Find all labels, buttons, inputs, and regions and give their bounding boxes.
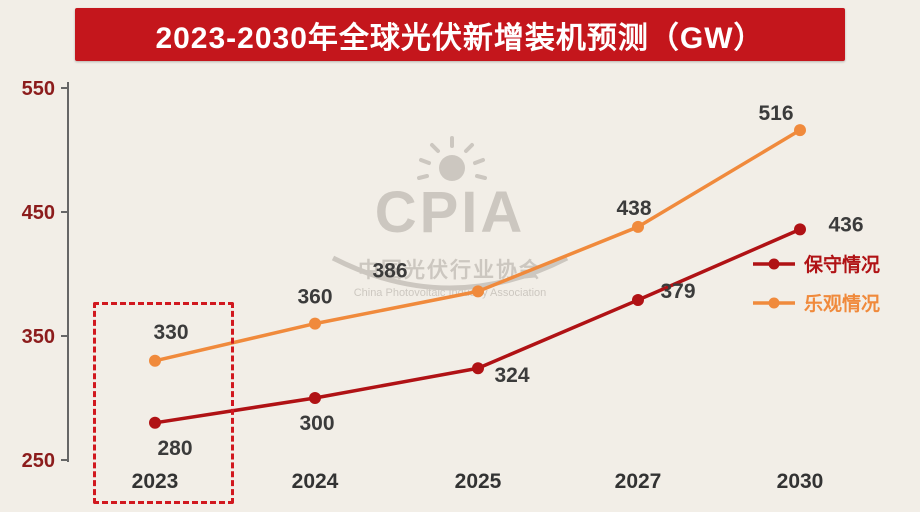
data-label-conservative-2025: 324 xyxy=(494,364,529,387)
data-label-conservative-2023: 280 xyxy=(157,437,192,460)
data-label-conservative-2024: 300 xyxy=(299,412,334,435)
series-line-conservative xyxy=(154,227,801,425)
x-axis-label-2023: 2023 xyxy=(132,470,179,493)
chart-legend: 保守情况 乐观情况 xyxy=(752,250,880,316)
data-point-conservative-2024 xyxy=(309,392,321,404)
legend-label-optimistic: 乐观情况 xyxy=(804,294,881,315)
x-axis-label-2027: 2027 xyxy=(615,470,662,493)
data-label-conservative-2027: 379 xyxy=(660,280,695,303)
data-label-optimistic-2027: 438 xyxy=(616,197,651,220)
data-label-optimistic-2025: 386 xyxy=(372,259,407,282)
chart-title-banner: 2023-2030年全球光伏新增装机预测（GW） xyxy=(75,8,845,61)
y-axis-tick-label: 450 xyxy=(22,202,55,224)
data-point-conservative-2030 xyxy=(794,223,806,236)
legend-item-optimistic: 乐观情况 xyxy=(752,289,880,316)
data-point-conservative-2027 xyxy=(632,294,644,307)
data-point-optimistic-2024 xyxy=(309,317,321,330)
y-axis-tick-label: 350 xyxy=(22,326,55,348)
legend-label-conservative: 保守情况 xyxy=(804,255,881,276)
data-point-optimistic-2023 xyxy=(149,354,161,367)
y-axis-tick-label: 250 xyxy=(22,450,55,472)
legend-marker-conservative-icon xyxy=(753,258,795,269)
series-line-optimistic xyxy=(154,128,801,363)
x-axis-label-2024: 2024 xyxy=(292,470,339,493)
data-point-conservative-2025 xyxy=(472,362,484,375)
x-axis-label-2025: 2025 xyxy=(455,470,502,493)
y-axis-tick-label: 550 xyxy=(22,78,55,100)
data-label-conservative-2030: 436 xyxy=(828,213,863,236)
chart-title: 2023-2030年全球光伏新增装机预测（GW） xyxy=(155,21,765,55)
data-label-optimistic-2024: 360 xyxy=(297,286,332,309)
legend-item-conservative: 保守情况 xyxy=(752,250,880,277)
x-axis-label-2030: 2030 xyxy=(777,470,824,493)
data-label-optimistic-2023: 330 xyxy=(153,321,188,344)
data-point-conservative-2023 xyxy=(149,416,161,429)
data-point-optimistic-2030 xyxy=(794,124,806,137)
data-label-optimistic-2030: 516 xyxy=(758,102,793,125)
highlight-2023-box xyxy=(93,302,234,504)
data-point-optimistic-2025 xyxy=(472,285,484,298)
data-point-optimistic-2027 xyxy=(632,220,644,233)
legend-marker-optimistic-icon xyxy=(753,297,795,308)
